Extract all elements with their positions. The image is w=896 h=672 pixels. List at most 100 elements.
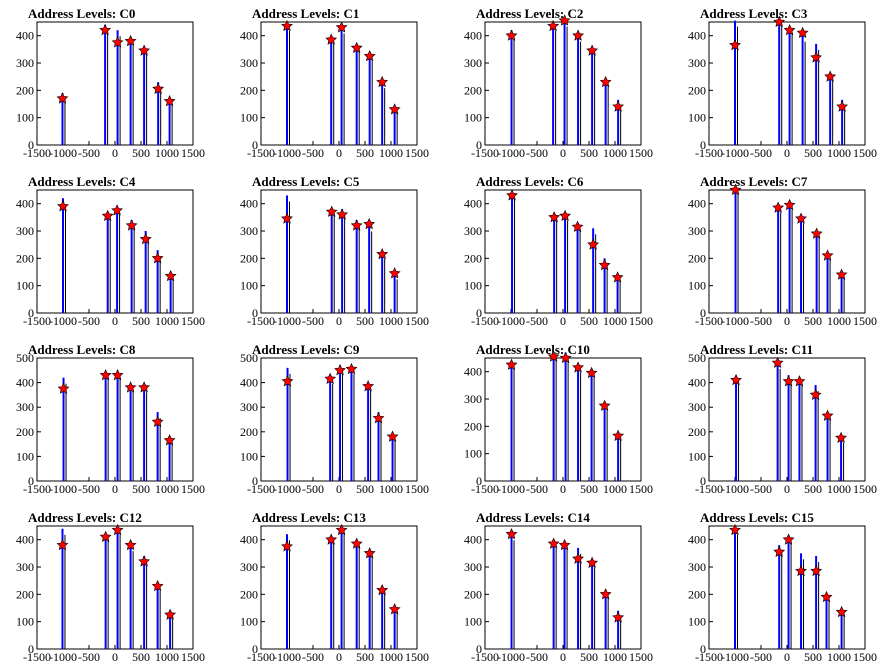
star-marker (782, 375, 795, 387)
x-tick-label: -500 (526, 650, 548, 664)
bar (156, 412, 159, 481)
x-tick-label: -500 (526, 314, 548, 328)
y-tick-label: 200 (16, 587, 34, 601)
x-tick-label: 500 (804, 146, 822, 160)
x-tick-label: -500 (750, 482, 772, 496)
star-marker (599, 588, 612, 600)
y-tick-label: 500 (16, 351, 34, 365)
star-marker (151, 415, 164, 428)
y-tick-label: 100 (240, 111, 258, 125)
bar (286, 24, 288, 145)
x-tick-label: 500 (580, 650, 598, 664)
y-tick-label: 0 (28, 306, 34, 320)
panel-c3: Address Levels: C3 0 100 200 300 400 -1500-100… (688, 6, 877, 160)
bar (591, 46, 594, 145)
bar (840, 272, 843, 313)
x-tick-label: 1500 (181, 482, 205, 496)
star-marker (771, 356, 784, 368)
panel-c12: Address Levels: C12 0 100 200 300 400 -1500-10… (16, 510, 205, 664)
y-tick-label: 200 (688, 251, 706, 265)
bar (104, 24, 107, 145)
x-tick-label: 1500 (405, 650, 429, 664)
bar (511, 192, 514, 313)
x-tick-label: 0 (336, 650, 342, 664)
star-marker (376, 583, 389, 596)
x-tick-label: -500 (78, 314, 100, 328)
bar (368, 54, 371, 145)
y-tick-label: 300 (688, 560, 706, 574)
bar (592, 228, 595, 313)
x-tick-label: 500 (356, 146, 374, 160)
bar (339, 365, 342, 481)
y-tick-label: 0 (476, 474, 482, 488)
star-marker (820, 590, 833, 603)
star-marker (796, 26, 809, 38)
bar (553, 213, 556, 313)
star-marker (612, 611, 625, 623)
star-marker (111, 36, 124, 48)
star-marker (111, 368, 124, 381)
y-tick-label: 200 (688, 83, 706, 97)
x-tick-label: -1000 (49, 482, 77, 496)
star-marker (559, 209, 572, 222)
x-tick-label: 0 (784, 146, 790, 160)
y-tick-label: 200 (464, 83, 482, 97)
star-marker (810, 51, 823, 63)
x-tick-label: -1500 (471, 314, 499, 328)
star-marker (325, 533, 338, 545)
star-marker (335, 21, 348, 33)
star-marker (835, 431, 848, 443)
panel-title: Address Levels: C0 (28, 6, 135, 21)
bar (563, 20, 566, 146)
bar (116, 372, 119, 481)
y-tick-label: 0 (476, 306, 482, 320)
panel-c8: Address Levels: C80100200300400500-1500-… (16, 342, 205, 496)
bar (815, 231, 818, 313)
y-tick-label: 400 (240, 376, 258, 390)
y-tick-label: 400 (240, 533, 258, 547)
x-tick-label: 1500 (181, 650, 205, 664)
x-tick-label: 1500 (853, 650, 877, 664)
star-marker (363, 49, 376, 62)
bar (340, 27, 343, 145)
x-tick-label: 1500 (181, 314, 205, 328)
bar (564, 352, 567, 481)
star-marker (572, 361, 585, 373)
bar (381, 586, 384, 649)
x-tick-label: -1000 (273, 146, 301, 160)
star-marker (99, 530, 112, 542)
bar (604, 79, 607, 145)
bar (286, 367, 289, 481)
bar (144, 231, 147, 313)
panel-title: Address Levels: C4 (28, 174, 136, 189)
star-marker (547, 350, 560, 362)
y-tick-label: 200 (464, 419, 482, 433)
star-marker (587, 238, 600, 250)
y-tick-label: 200 (688, 425, 706, 439)
plot-frame (260, 357, 418, 482)
bar (787, 536, 790, 649)
y-tick-label: 400 (16, 376, 34, 390)
y-tick-label: 400 (464, 197, 482, 211)
bar (368, 550, 371, 649)
star-marker (809, 388, 822, 400)
y-tick-label: 100 (464, 615, 482, 629)
star-marker (558, 538, 571, 551)
bar (787, 375, 790, 481)
x-tick-label: 0 (112, 146, 118, 160)
x-tick-label: 1000 (155, 146, 179, 160)
y-tick-label: 200 (240, 587, 258, 601)
star-marker (111, 204, 124, 216)
x-tick-label: 1500 (629, 650, 653, 664)
star-marker (821, 249, 834, 261)
star-marker (388, 103, 401, 115)
x-tick-label: 500 (580, 482, 598, 496)
bar (104, 372, 107, 481)
x-tick-label: 0 (336, 146, 342, 160)
x-tick-label: 0 (784, 482, 790, 496)
y-tick-label: 100 (688, 449, 706, 463)
bar (355, 539, 358, 649)
bar (788, 203, 791, 313)
panel-title: Address Levels: C11 (700, 342, 813, 357)
